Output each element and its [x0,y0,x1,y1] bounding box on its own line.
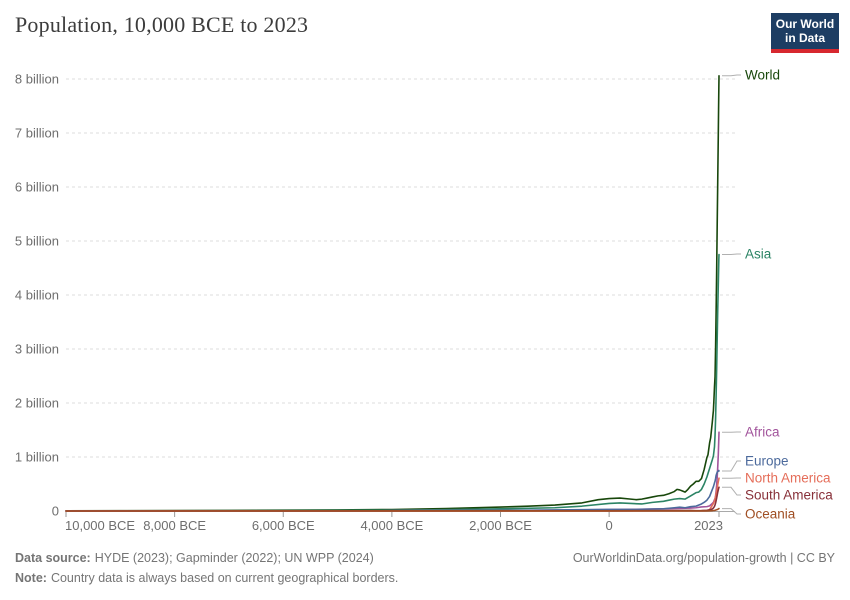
data-source-text: HYDE (2023); Gapminder (2022); UN WPP (2… [94,551,374,565]
x-axis-tick-label: 6,000 BCE [252,518,315,533]
series-line-asia[interactable] [65,253,720,512]
y-axis-tick-label: 0 [52,504,59,519]
series-leader-line [722,486,741,496]
chart-title: Population, 10,000 BCE to 2023 [15,12,309,37]
y-axis-tick-label: 8 billion [15,72,59,87]
series-line-europe[interactable] [65,469,720,512]
note-line: Note: Country data is always based on cur… [15,568,398,588]
series-label-south-america[interactable]: South America [745,488,833,503]
note-label: Note: [15,571,47,585]
owid-logo-line1: Our World [775,17,835,31]
series-leader-line [722,253,741,255]
attribution-link[interactable]: OurWorldinData.org/population-growth | C… [572,551,835,565]
owid-logo-red-strip [771,49,839,53]
series-leader-line [722,74,741,77]
y-axis-tick-label: 6 billion [15,180,59,195]
series-label-north-america[interactable]: North America [745,471,831,486]
chart-footer: Data source: HYDE (2023); Gapminder (2022… [15,548,398,588]
x-axis-tick-label: 8,000 BCE [143,518,206,533]
series-line-oceania[interactable] [65,507,720,512]
data-source-line: Data source: HYDE (2023); Gapminder (2022… [15,548,398,568]
x-axis-tick-label: 2,000 BCE [469,518,532,533]
series-label-asia[interactable]: Asia [745,247,772,262]
note-text: Country data is always based on current … [50,571,399,585]
y-axis-tick-label: 1 billion [15,450,59,465]
x-axis-tick-label: 0 [606,518,613,533]
y-axis-tick-label: 4 billion [15,288,59,303]
series-label-oceania[interactable]: Oceania [745,507,796,522]
series-label-europe[interactable]: Europe [745,454,789,469]
owid-logo-line2: in Data [784,31,825,45]
y-axis-tick-label: 3 billion [15,342,59,357]
data-source-label: Data source: [15,551,91,565]
owid-logo-text: Our World in Data [771,17,839,45]
series-line-north-america[interactable] [65,477,720,512]
y-axis-tick-label: 5 billion [15,234,59,249]
x-axis-tick-label: 2023 [694,518,723,533]
series-line-world[interactable] [65,74,720,512]
series-leader-line [722,508,741,515]
x-axis-tick-label: 10,000 BCE [65,518,135,533]
series-line-africa[interactable] [65,431,720,512]
series-label-africa[interactable]: Africa [745,425,780,440]
y-axis-tick-label: 7 billion [15,126,59,141]
y-axis-tick-label: 2 billion [15,396,59,411]
x-axis-tick-label: 4,000 BCE [360,518,423,533]
series-leader-line [722,460,741,472]
series-label-world[interactable]: World [745,68,780,83]
series-line-south-america[interactable] [65,486,720,512]
owid-logo[interactable]: Our World in Data [771,13,839,53]
